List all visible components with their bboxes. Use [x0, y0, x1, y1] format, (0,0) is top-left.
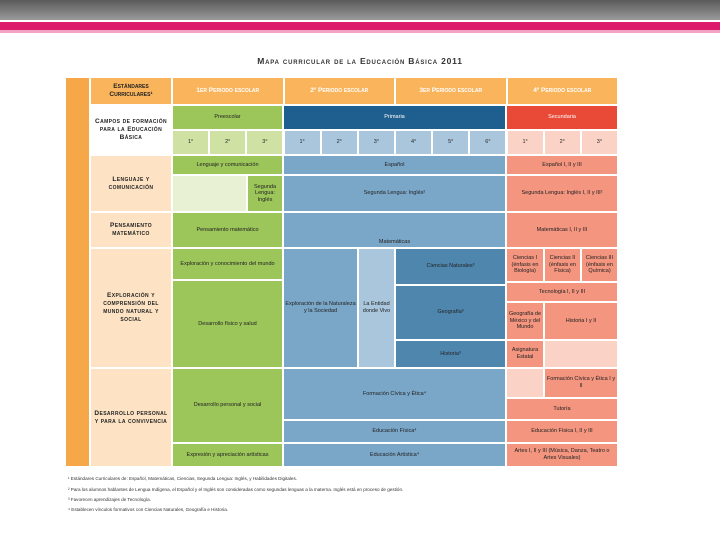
cell: La Entidad donde Vivo [358, 248, 395, 368]
standards-header: Estándares Curriculares¹ [90, 77, 172, 105]
footnote: ² Para los alumnos hablantes de Lengua I… [68, 487, 404, 492]
blank-cell [544, 340, 618, 368]
cell: Segunda Lengua: Inglés I, II y III² [506, 175, 618, 212]
field: Pensamiento matemático [90, 212, 172, 248]
cell: Educación Física⁴ [283, 420, 506, 443]
grade: 4° [395, 130, 433, 155]
cell: Ciencias I (énfasis en Biología) [506, 248, 544, 282]
cell: Ciencias Naturales³ [395, 248, 506, 285]
top-bar [0, 0, 720, 20]
period-header: 3er Periodo escolar [395, 77, 507, 105]
footnote: ³ Favorecen aprendizajes de Tecnología. [68, 497, 151, 502]
cell: Geografía de México y del Mundo [506, 302, 544, 340]
cell: Segunda Lengua: Inglés [247, 175, 283, 212]
cell: Ciencias II (énfasis en Física) [544, 248, 581, 282]
cell: Pensamiento matemático [172, 212, 283, 248]
grade: 3° [246, 130, 284, 155]
cell: Asignatura Estatal [506, 340, 544, 368]
title: Mapa curricular de la Educación Básica 2… [257, 56, 463, 66]
cell: Desarrollo físico y salud [172, 280, 283, 368]
grade: 1° [283, 130, 321, 155]
cell: Geografía³ [395, 285, 506, 340]
level: Primaria [283, 105, 506, 130]
period-header: 2º Periodo escolar [283, 77, 395, 105]
period-header: 1er Periodo escolar [172, 77, 284, 105]
grade: 3° [357, 130, 395, 155]
cell: Formación Cívica y Ética I y II [544, 368, 618, 398]
pink-bar [0, 22, 720, 30]
grade: 2° [543, 130, 581, 155]
grade: 1° [506, 130, 544, 155]
cell: Matemáticas [283, 212, 506, 248]
cell: Español I, II y III [506, 155, 618, 175]
side-label: Habilidades Digitales [62, 242, 68, 296]
field: Desarrollo personal y para la convivenci… [90, 368, 172, 467]
field: Lenguaje y comunicación [90, 155, 172, 212]
cell: Matemáticas I, II y III [506, 212, 618, 248]
cell: Español [283, 155, 506, 175]
blank-cell [172, 175, 247, 212]
field: Exploración y comprensión del mundo natu… [90, 248, 172, 368]
cell: Exploración y conocimiento del mundo [172, 248, 283, 280]
cell: Expresión y apreciación artísticas [172, 443, 283, 467]
blank-cell [506, 368, 544, 398]
cell: Segunda Lengua: Inglés² [283, 175, 506, 212]
cell: Lenguaje y comunicación [172, 155, 283, 175]
grade: 2° [320, 130, 358, 155]
cell: Educación Artística⁴ [283, 443, 506, 467]
footnote: ¹ Estándares Curriculares de: Español, M… [68, 476, 298, 481]
level: Secundaria [506, 105, 618, 130]
fields-label: Campos de formación para la Educación Bá… [90, 105, 172, 155]
period-header: 4º Periodo escolar [506, 77, 618, 105]
grade: 5° [432, 130, 470, 155]
cell: Formación Cívica y Ética⁴ [283, 368, 506, 420]
side-strip [65, 77, 90, 467]
level: Preescolar [172, 105, 283, 130]
cell: Educación Física I, II y III [506, 420, 618, 443]
grade: 2° [209, 130, 247, 155]
footnote: ⁴ Establecen vínculos formativos con Cie… [68, 507, 229, 512]
cell: Artes I, II y III (Música, Danza, Teatro… [506, 443, 618, 467]
cell: Ciencias III (énfasis en Química) [581, 248, 618, 282]
cell: Tutoría [506, 398, 618, 420]
cell: Tecnología I, II y III [506, 282, 618, 302]
pink-bar-light [0, 30, 720, 33]
grade: 3° [580, 130, 618, 155]
cell: Historia I y II [544, 302, 618, 340]
grade: 1° [172, 130, 210, 155]
grade: 6° [469, 130, 507, 155]
cell: Desarrollo personal y social [172, 368, 283, 443]
cell: Exploración de la Naturaleza y la Socied… [283, 248, 358, 368]
cell: Historia³ [395, 340, 506, 368]
